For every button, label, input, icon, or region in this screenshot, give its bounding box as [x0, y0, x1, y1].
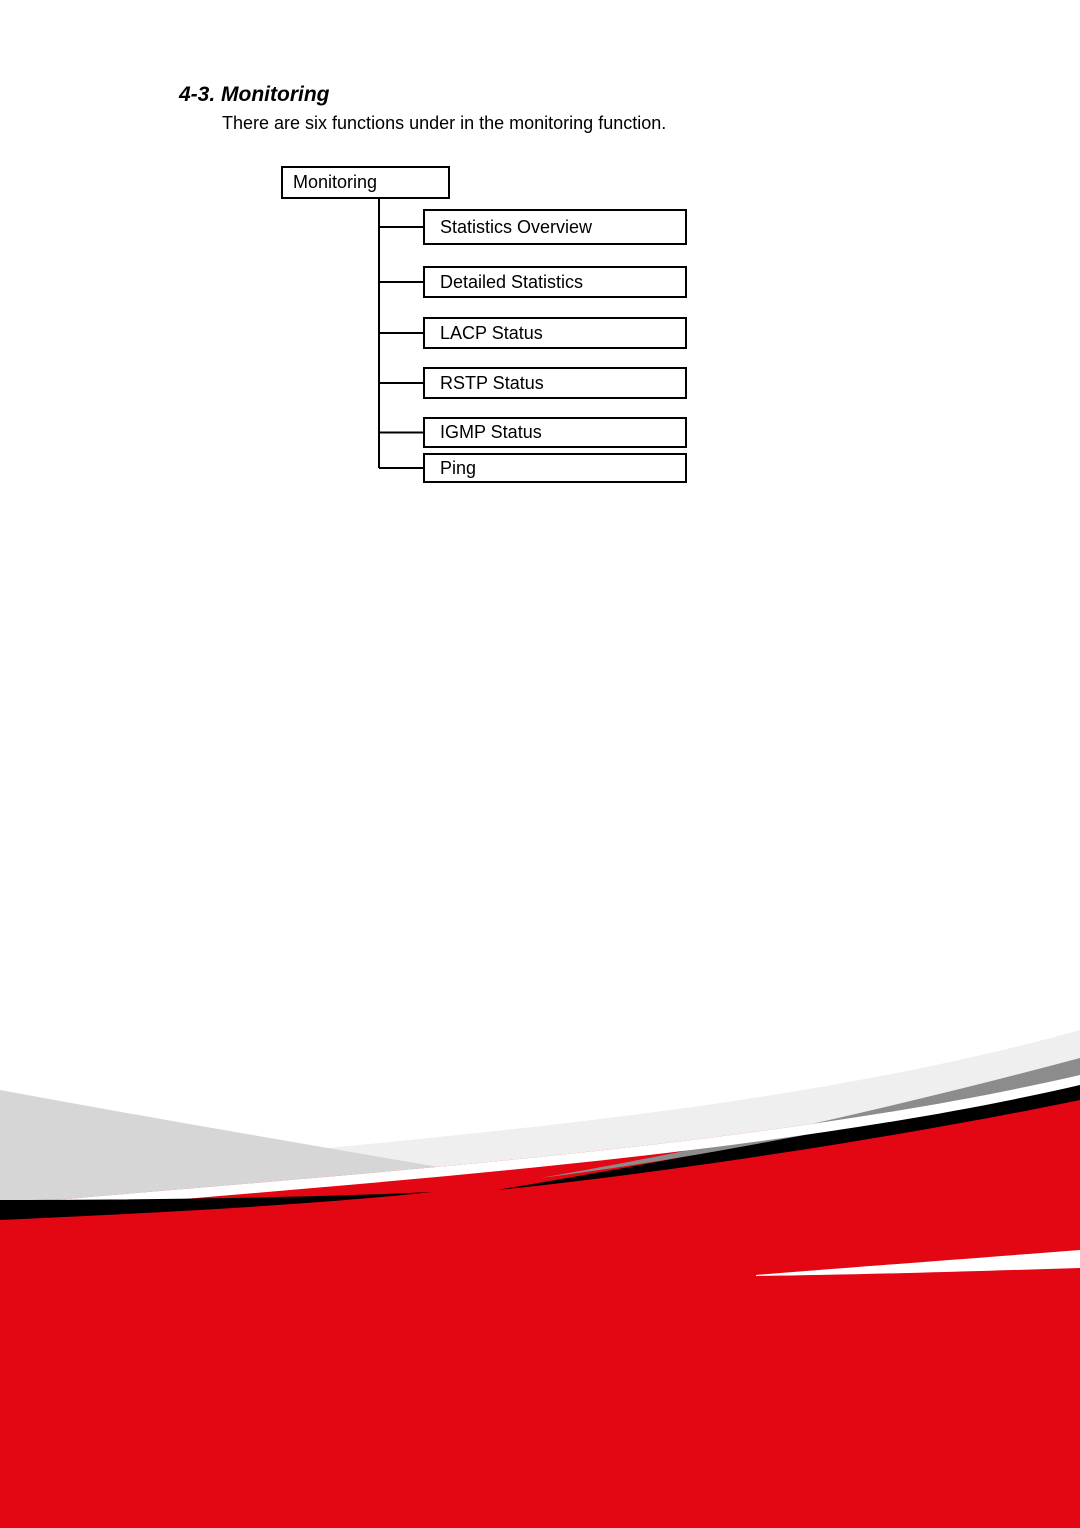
footer-decoration [0, 0, 1080, 1528]
